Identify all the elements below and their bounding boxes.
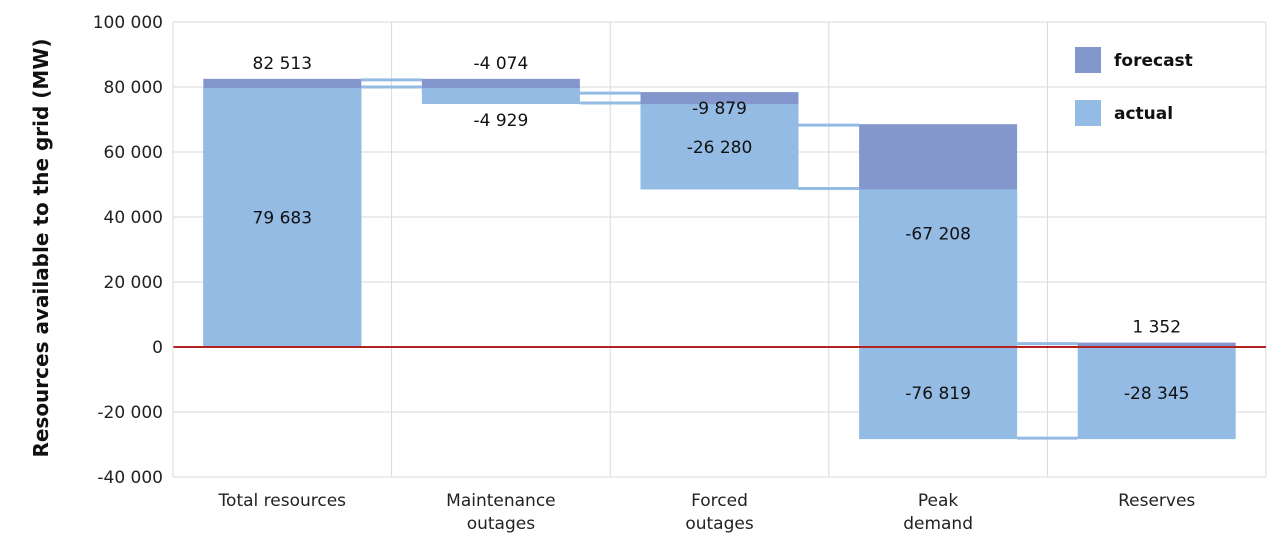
data-label-forecast: -4 074 bbox=[473, 54, 528, 74]
data-label-forecast: 82 513 bbox=[253, 54, 312, 74]
legend-label-forecast: forecast bbox=[1114, 51, 1193, 71]
bar-actual bbox=[421, 88, 580, 105]
data-label-forecast: -9 879 bbox=[692, 99, 747, 119]
connector-layer bbox=[361, 78, 1078, 440]
y-axis-label: Resources available to the grid (MW) bbox=[29, 38, 53, 457]
x-category-label: outages bbox=[685, 514, 754, 534]
x-category-label: Peak bbox=[918, 491, 959, 511]
y-tick-label: 80 000 bbox=[104, 78, 163, 98]
data-label-layer: 82 513 79 683 -4 074 -4 929 -9 879 -26 280 -67… bbox=[253, 54, 1190, 404]
data-label-forecast: -67 208 bbox=[905, 224, 971, 244]
axis-layer: -40 000 -20 000 0 20 000 40 000 60 000 80 000 1… bbox=[93, 13, 1196, 534]
x-category-label: demand bbox=[903, 514, 973, 534]
data-label-actual: -26 280 bbox=[687, 138, 753, 158]
y-tick-label: -20 000 bbox=[97, 403, 163, 423]
legend-swatch-actual bbox=[1075, 100, 1101, 126]
bar-actual bbox=[1077, 347, 1236, 440]
legend: forecast actual bbox=[1075, 47, 1193, 126]
x-category-label: outages bbox=[467, 514, 536, 534]
legend-label-actual: actual bbox=[1114, 104, 1173, 124]
x-category-label: Forced bbox=[691, 491, 748, 511]
data-label-actual: -76 819 bbox=[905, 384, 971, 404]
bar-forecast bbox=[1077, 342, 1236, 347]
y-tick-label: 100 000 bbox=[93, 13, 163, 33]
data-label-forecast: 1 352 bbox=[1132, 318, 1181, 338]
y-tick-label: -40 000 bbox=[97, 468, 163, 488]
bar-actual bbox=[640, 104, 799, 190]
x-category-label: Maintenance bbox=[446, 491, 555, 511]
data-label-actual: -28 345 bbox=[1124, 384, 1190, 404]
legend-swatch-forecast bbox=[1075, 47, 1101, 73]
x-category-label: Reserves bbox=[1118, 491, 1195, 511]
data-label-actual: 79 683 bbox=[253, 209, 312, 229]
y-tick-label: 40 000 bbox=[104, 208, 163, 228]
x-category-label: Total resources bbox=[218, 491, 347, 511]
bar-layer bbox=[203, 78, 1236, 440]
y-tick-label: 60 000 bbox=[104, 143, 163, 163]
data-label-actual: -4 929 bbox=[473, 111, 528, 131]
y-tick-label: 0 bbox=[152, 338, 163, 358]
bar-actual bbox=[859, 189, 1018, 440]
bar-actual bbox=[203, 88, 362, 348]
y-tick-label: 20 000 bbox=[104, 273, 163, 293]
